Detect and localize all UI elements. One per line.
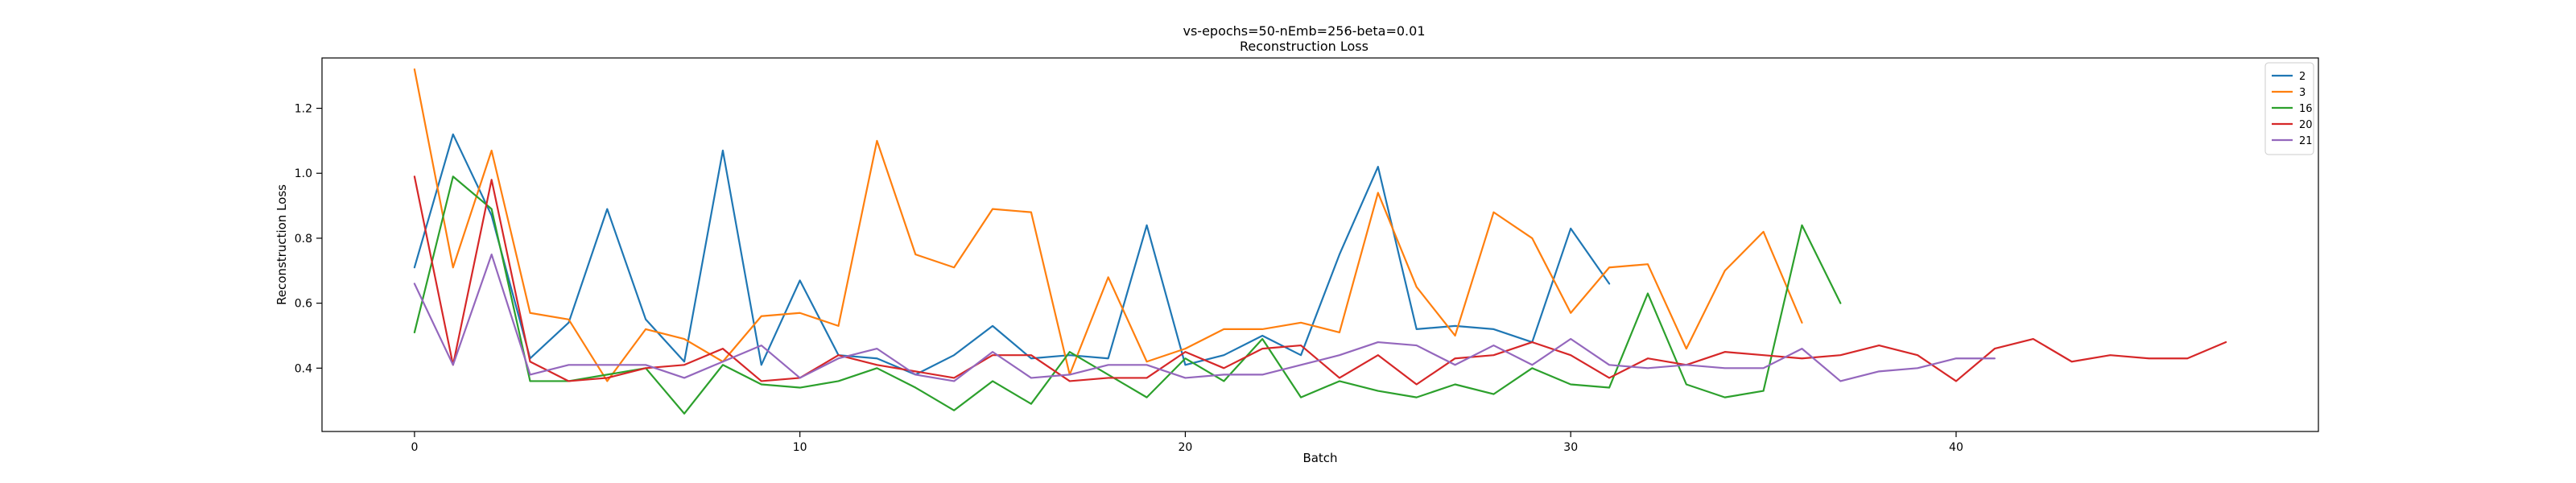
plot-area: 0 10 20 30 40 0.4 0.6 0.8 1.0 1.2 xyxy=(295,57,2319,454)
series-line-3 xyxy=(413,68,1803,382)
y-tick-label-0.4: 0.4 xyxy=(295,362,312,375)
x-tick-label-40: 40 xyxy=(1949,441,1963,454)
plot-frame xyxy=(321,57,2319,432)
series-line-21 xyxy=(413,254,1996,382)
y-axis-label: Reconstruction Loss xyxy=(275,184,289,305)
x-tick-label-20: 20 xyxy=(1179,441,1193,454)
y-tick-label-0.6: 0.6 xyxy=(295,298,312,311)
axes-layer: 0 10 20 30 40 0.4 0.6 0.8 1.0 1.2 xyxy=(295,103,1963,454)
series-line-20 xyxy=(413,175,2227,386)
series-layer xyxy=(413,68,2227,415)
legend-label-20: 20 xyxy=(2299,119,2313,131)
series-line-2 xyxy=(413,133,1611,376)
legend-label-3: 3 xyxy=(2299,87,2306,99)
legend-label-16: 16 xyxy=(2299,103,2313,115)
x-tick-label-10: 10 xyxy=(793,441,807,454)
y-tick-label-1.0: 1.0 xyxy=(295,167,312,180)
x-tick-label-30: 30 xyxy=(1563,441,1578,454)
legend-label-2: 2 xyxy=(2299,71,2306,83)
legend-label-21: 21 xyxy=(2299,135,2313,147)
y-tick-label-1.2: 1.2 xyxy=(295,103,312,116)
series-line-16 xyxy=(413,175,1842,415)
chart-subtitle: Reconstruction Loss xyxy=(1240,39,1368,54)
chart-title: vs-epochs=50-nEmb=256-beta=0.01 xyxy=(1183,23,1426,39)
legend: 2 3 16 20 21 xyxy=(2264,62,2314,155)
x-tick-label-0: 0 xyxy=(411,441,418,454)
x-axis-label: Batch xyxy=(1302,451,1337,465)
y-tick-label-0.8: 0.8 xyxy=(295,233,312,246)
